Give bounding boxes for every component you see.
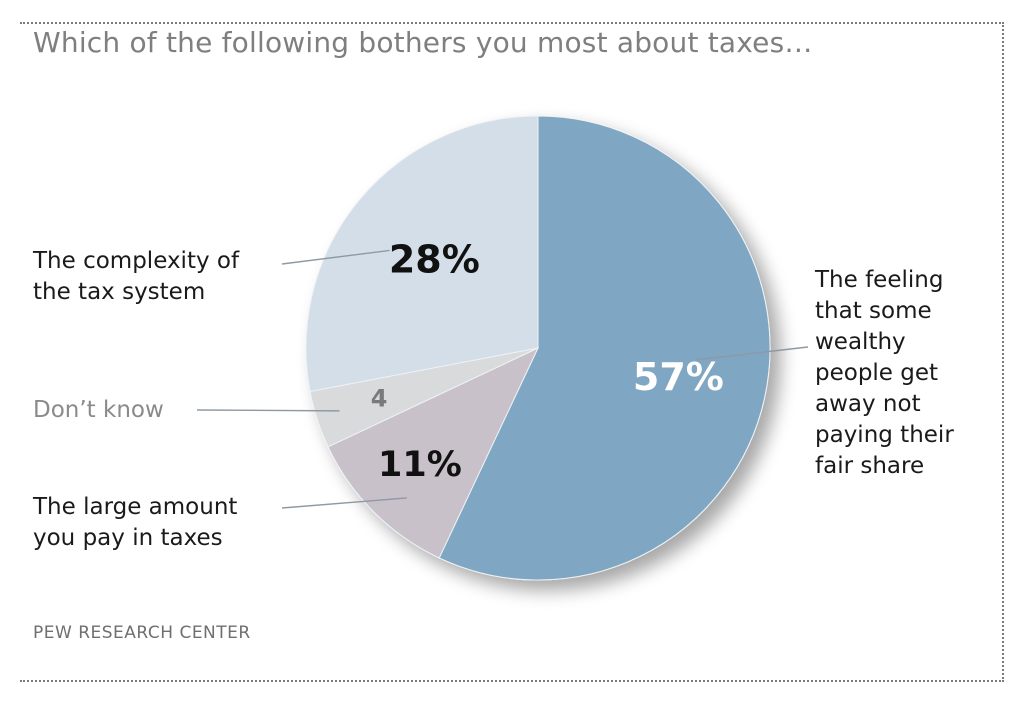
slice-value-large-amount: 11% [378,445,462,485]
leader-line-wealthy-not-paying [696,346,809,361]
leader-line-dont-know [196,409,340,412]
slice-value-dont-know: 4 [371,385,388,413]
slice-label-wealthy-not-paying: The feeling that some wealthy people get… [815,267,954,479]
slice-value-wealthy-not-paying: 57% [633,355,724,399]
pie-slice-wealthy-not-paying [438,115,771,581]
chart-frame [20,22,1004,682]
slice-label-complexity: The complexity of the tax system [33,248,240,305]
leader-line-complexity [281,249,390,265]
slice-value-complexity: 28% [389,238,480,282]
pie-slice-complexity [305,115,539,393]
slice-label-large-amount: The large amount you pay in taxes [33,494,238,551]
slice-label-dont-know: Don’t know [33,397,164,423]
source-credit: PEW RESEARCH CENTER [33,623,251,643]
pie-slice-large-amount [327,346,540,559]
leader-line-large-amount [281,497,407,509]
chart-title: Which of the following bothers you most … [33,26,823,59]
